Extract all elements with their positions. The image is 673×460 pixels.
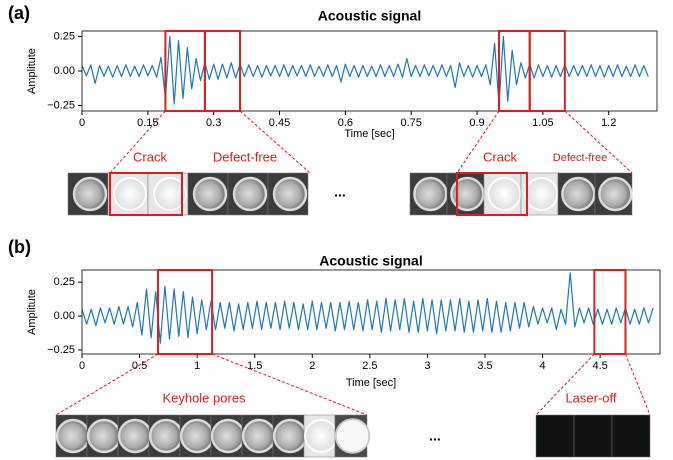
ellipsis: ... bbox=[334, 184, 346, 200]
zoom-link bbox=[625, 354, 650, 415]
region-label: Crack bbox=[483, 149, 517, 164]
x-tick-label: 4 bbox=[539, 360, 545, 372]
y-tick-label: −0.25 bbox=[47, 99, 75, 111]
x-tick-label: 0.3 bbox=[206, 117, 221, 129]
zoom-link bbox=[212, 354, 367, 415]
y-axis-label: Amplitute bbox=[26, 48, 38, 94]
x-tick-label: 0.6 bbox=[338, 117, 353, 129]
x-tick-label: 1.05 bbox=[532, 117, 553, 129]
region-label: Defect-free bbox=[213, 149, 277, 164]
melt-pool bbox=[562, 178, 594, 210]
melt-pool bbox=[88, 420, 120, 452]
melt-pool bbox=[488, 178, 520, 210]
melt-pool bbox=[599, 178, 631, 210]
frame-image bbox=[612, 415, 650, 457]
signal-line bbox=[82, 37, 648, 105]
x-axis-label: Time [sec] bbox=[344, 128, 394, 140]
region-label: Defect-free bbox=[553, 152, 607, 164]
melt-pool bbox=[243, 420, 275, 452]
x-axis-label: Time [sec] bbox=[346, 377, 396, 389]
melt-pool bbox=[181, 420, 213, 452]
melt-pool bbox=[274, 178, 306, 210]
x-tick-label: 0.45 bbox=[269, 117, 290, 129]
melt-pool bbox=[57, 420, 89, 452]
melt-pool bbox=[212, 420, 244, 452]
y-tick-label: 0.00 bbox=[54, 310, 75, 322]
melt-pool bbox=[194, 178, 226, 210]
frame-image bbox=[536, 415, 574, 457]
x-tick-label: 4.5 bbox=[592, 360, 607, 372]
x-tick-label: 1.5 bbox=[247, 360, 262, 372]
region-label: Crack bbox=[133, 149, 167, 164]
x-tick-label: 2.5 bbox=[362, 360, 377, 372]
panel-label: (a) bbox=[8, 3, 30, 23]
signal-line bbox=[82, 273, 653, 343]
ellipsis: ... bbox=[429, 428, 441, 444]
melt-pool bbox=[150, 420, 182, 452]
x-tick-label: 0 bbox=[79, 117, 85, 129]
melt-pool bbox=[336, 419, 370, 453]
x-tick-label: 3.5 bbox=[477, 360, 492, 372]
x-tick-label: 1.2 bbox=[601, 117, 616, 129]
y-tick-label: 0.00 bbox=[54, 65, 75, 77]
chart-title: Acoustic signal bbox=[318, 8, 421, 24]
panel-label: (b) bbox=[8, 237, 31, 257]
region-label: Keyhole pores bbox=[162, 390, 246, 405]
figure: (a) Acoustic signal Time [sec] Amplitute −0.… bbox=[0, 0, 673, 460]
region-box bbox=[530, 31, 565, 111]
melt-pool bbox=[305, 420, 337, 452]
x-tick-label: 0.75 bbox=[400, 117, 421, 129]
chart-title: Acoustic signal bbox=[319, 253, 422, 269]
region-label: Laser-off bbox=[565, 390, 616, 405]
x-tick-label: 2 bbox=[309, 360, 315, 372]
y-tick-label: 0.25 bbox=[54, 30, 75, 42]
x-tick-label: 0 bbox=[79, 360, 85, 372]
y-axis-label: Amplitute bbox=[26, 289, 38, 335]
melt-pool bbox=[234, 178, 266, 210]
x-tick-label: 0.9 bbox=[469, 117, 484, 129]
melt-pool bbox=[525, 178, 557, 210]
zoom-link bbox=[56, 354, 158, 415]
y-tick-label: 0.25 bbox=[54, 276, 75, 288]
melt-pool bbox=[74, 178, 106, 210]
frame-image bbox=[574, 415, 612, 457]
region-box bbox=[205, 31, 240, 111]
melt-pool bbox=[274, 420, 306, 452]
y-tick-label: −0.25 bbox=[47, 344, 75, 356]
x-tick-label: 1 bbox=[194, 360, 200, 372]
x-tick-label: 3 bbox=[424, 360, 430, 372]
melt-pool bbox=[414, 178, 446, 210]
melt-pool bbox=[114, 178, 146, 210]
melt-pool bbox=[119, 420, 151, 452]
